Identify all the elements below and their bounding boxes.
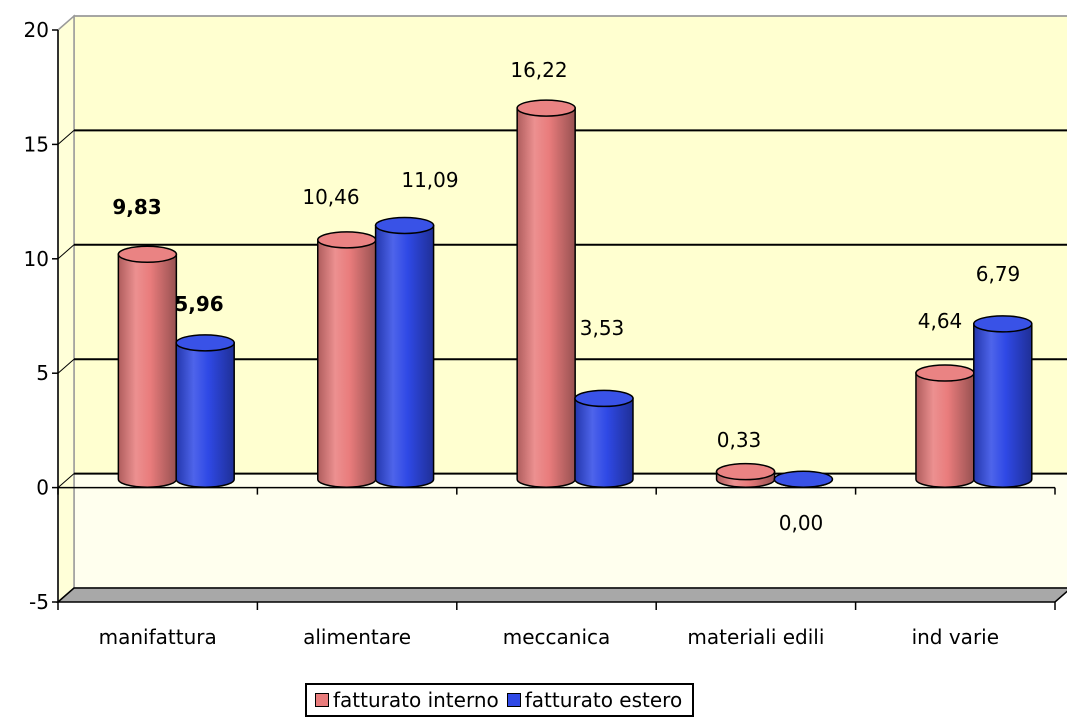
bar-body (317, 239, 377, 488)
bar-body (973, 323, 1033, 488)
bar-top (715, 462, 776, 481)
x-tick-label: ind varie (912, 625, 999, 649)
bar-top (317, 231, 377, 249)
bar-top (773, 470, 834, 488)
legend-item-series-1: fatturato interno (315, 688, 499, 712)
y-tick-label: 0 (36, 476, 49, 500)
zero-gridline-side (57, 473, 75, 488)
y-tick-label: 10 (24, 247, 49, 271)
bar-top (516, 99, 576, 117)
data-label: 5,96 (174, 292, 223, 316)
x-tick-label: materiali edili (687, 625, 824, 649)
legend-swatch-series-1 (315, 693, 329, 707)
y-tick-label: 15 (24, 132, 49, 156)
chart-floor (56, 587, 1067, 603)
data-label: 16,22 (510, 58, 567, 82)
data-label: 6,79 (976, 262, 1021, 286)
bar-body (516, 107, 576, 488)
bar-top (374, 216, 435, 235)
x-tick-label: manifattura (99, 625, 217, 649)
data-label: 3,53 (580, 316, 625, 340)
y-tick-label: 5 (36, 361, 49, 385)
legend-swatch-series-2 (506, 693, 521, 707)
data-label: 4,64 (918, 309, 963, 333)
bar-body (175, 342, 235, 488)
legend-label-series-2: fatturato estero (524, 688, 683, 712)
bar-body (574, 397, 634, 488)
data-label: 10,46 (302, 185, 359, 209)
x-tick-label: alimentare (303, 625, 411, 649)
bar-top (915, 364, 975, 382)
bar-body (374, 224, 435, 488)
back-wall-negative (74, 473, 1067, 588)
data-label: 9,83 (112, 195, 161, 219)
data-label: 11,09 (401, 168, 458, 192)
gridline-side (57, 358, 75, 374)
bar-top (973, 315, 1033, 333)
bar-body (117, 253, 178, 488)
data-label: 0,33 (717, 428, 762, 452)
side-wall (57, 14, 75, 604)
legend-item-series-2: fatturato estero (506, 688, 683, 712)
gridline-side (57, 244, 75, 260)
bar-top (175, 334, 235, 352)
x-tick-label: meccanica (503, 625, 611, 649)
gridline-side (57, 130, 75, 145)
chart-plot: -5 0 5 10 15 20 manifattura alimentare meccanica… (24, 14, 1067, 649)
bar-top (117, 245, 178, 264)
y-tick-label: 20 (24, 18, 49, 42)
bar-body (915, 372, 975, 488)
legend-label-series-1: fatturato interno (333, 688, 499, 712)
chart-legend: fatturato interno fatturato estero (305, 683, 695, 717)
bar-top (574, 389, 634, 408)
data-label: 0,00 (779, 511, 824, 535)
y-tick-label: -5 (29, 590, 49, 614)
